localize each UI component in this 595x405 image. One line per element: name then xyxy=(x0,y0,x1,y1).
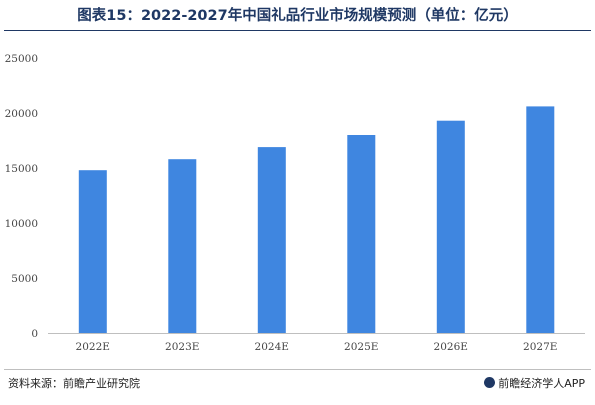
brand-text: 前瞻经济学人APP xyxy=(498,377,585,390)
title-underline xyxy=(4,30,591,31)
y-tick-label: 25000 xyxy=(5,53,38,65)
bar-2023E xyxy=(168,159,197,333)
x-axis: 2022E 2023E 2024E 2025E 2026E 2027E xyxy=(48,333,585,353)
x-tick-label: 2027E xyxy=(523,341,557,353)
y-tick-label: 0 xyxy=(31,328,38,340)
x-tick-label: 2022E xyxy=(76,341,110,353)
x-tick-label: 2025E xyxy=(344,341,378,353)
x-tick-label: 2023E xyxy=(165,341,199,353)
brand-logo-icon xyxy=(484,377,496,388)
bar-2022E xyxy=(78,170,107,333)
y-tick-label: 15000 xyxy=(5,163,38,175)
y-tick-label: 10000 xyxy=(5,218,38,230)
source-note: 资料来源：前瞻产业研究院 xyxy=(8,377,140,390)
x-tick-label: 2026E xyxy=(434,341,468,353)
y-tick-label: 5000 xyxy=(11,273,38,285)
y-axis: 0 5000 10000 15000 20000 25000 xyxy=(5,53,38,340)
bar-2025E xyxy=(347,135,376,333)
chart-title: 图表15：2022-2027年中国礼品行业市场规模预测（单位：亿元） xyxy=(77,8,518,24)
x-tick-label: 2024E xyxy=(255,341,289,353)
y-tick-label: 20000 xyxy=(5,108,38,120)
bars xyxy=(78,106,555,334)
bar-2026E xyxy=(436,120,465,333)
bar-chart: 0 5000 10000 15000 20000 25000 2022E 2023E 2024… xyxy=(5,53,585,353)
brand-credit: 前瞻经济学人APP xyxy=(484,375,585,391)
bar-2024E xyxy=(257,147,286,333)
footer-divider xyxy=(4,369,591,370)
bar-2027E xyxy=(526,106,555,334)
